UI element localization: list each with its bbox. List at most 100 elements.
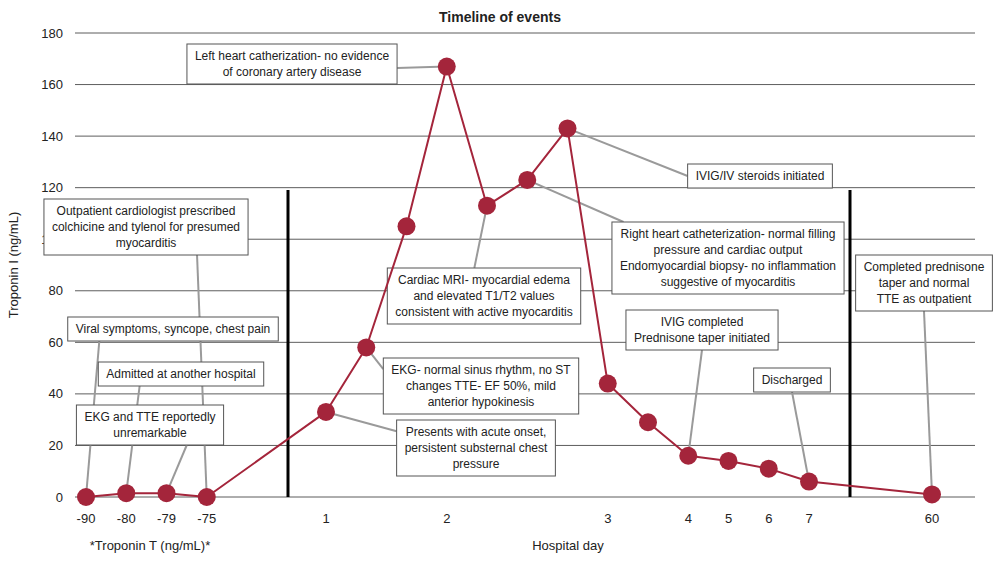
annotation-text: colchicine and tylenol for presumed [52,220,240,234]
separator [287,190,290,497]
annotation-text: IVIG/IV steroids initiated [696,169,825,183]
annotation: IVIG completedPrednisone taper initiated [626,310,778,350]
annotation-text: EKG- normal sinus rhythm, no ST [391,363,571,377]
annotation-box [387,268,580,324]
annotation-box [44,199,248,255]
data-point [559,119,577,137]
annotation: Presents with acute onset, persistent sub… [397,420,556,476]
y-tick-label: 20 [49,438,63,453]
annotation-text: suggestive of myocarditis [661,275,796,289]
annotation-text: Left heart catherization- no evidence [195,49,389,63]
annotation-box [754,368,831,392]
leader-line [792,392,809,482]
annotation-box [626,310,778,350]
annotation-box [612,222,844,294]
y-tick-label: 80 [49,283,63,298]
annotation-text: anterior hypokinesis [428,395,535,409]
annotation-box [397,420,556,476]
annotation: IVIG/IV steroids initiated [688,164,833,188]
annotation-text: of coronary artery disease [223,65,362,79]
x-tick-label: -80 [117,511,136,526]
annotation: Admitted at another hospital [98,362,263,386]
data-point [77,488,95,506]
annotation-box [68,317,279,341]
annotation-text: Completed prednisone [864,260,985,274]
annotation: Cardiac MRI- myocardial edema and elevate… [387,268,580,324]
x-axis-note: *Troponin T (ng/mL)* [90,538,210,553]
leader-line [527,180,623,222]
data-point [599,375,617,393]
y-tick-label: 0 [56,490,63,505]
data-point [438,58,456,76]
data-point [357,338,375,356]
leader-line [924,311,932,494]
annotation-text: consistent with active myocarditis [395,305,572,319]
annotation-text: Endomyocardial biopsy- no inflammation [620,259,836,273]
data-point [317,403,335,421]
data-point [478,197,496,215]
annotation-text: myocarditis [116,236,177,250]
annotation: Discharged [754,368,831,392]
x-tick-label: 7 [805,511,812,526]
y-tick-label: 60 [49,335,63,350]
x-tick-label: 6 [765,511,772,526]
annotation: EKG- normal sinus rhythm, no ST changes T… [383,358,578,414]
annotation: Outpatient cardiologist prescribed colchi… [44,199,248,255]
annotation-text: TTE as outpatient [877,292,972,306]
x-tick-label: -90 [77,511,96,526]
y-tick-label: 160 [41,77,63,92]
y-tick-label: 140 [41,129,63,144]
data-point [639,413,657,431]
data-point [117,484,135,502]
annotation-text: Presents with acute onset, [406,425,547,439]
annotation-text: and elevated T1/T2 values [413,289,554,303]
x-tick-label: -75 [197,511,216,526]
annotation-text: Outpatient cardiologist prescribed [57,204,236,218]
annotation-text: pressure and cardiac output [654,243,803,257]
leader-line [688,350,702,456]
annotation-box [76,405,223,445]
y-axis-title: Troponin I (ng/mL) [6,212,21,318]
annotation-text: EKG and TTE reportedly [84,410,215,424]
data-point [518,171,536,189]
annotation-text: IVIG completed [661,315,744,329]
annotation-text: Discharged [762,373,823,387]
annotation-box [856,255,993,311]
title: Timeline of events [439,9,561,25]
data-point [800,473,818,491]
annotation-text: Admitted at another hospital [106,367,255,381]
grid [75,33,975,497]
x-axis-title: Hospital day [532,538,604,553]
annotation-box [98,362,263,386]
x-tick-label: -79 [157,511,176,526]
annotations: Viral symptoms, syncope, chest pain Admit… [44,44,992,476]
data-point [720,452,738,470]
annotation-text: Viral symptoms, syncope, chest pain [76,322,271,336]
chart: Timeline of events0204060801001201401601… [0,0,1000,575]
annotation: EKG and TTE reportedly unremarkable [76,405,223,445]
data-point [198,488,216,506]
x-tick-label: 2 [443,511,450,526]
y-tick-label: 180 [41,26,63,41]
y-tick-label: 40 [49,386,63,401]
leader-line [568,128,688,176]
x-tick-label: 4 [685,511,692,526]
x-tick-label: 1 [322,511,329,526]
annotation: Completed prednisone taper and normal TTE … [856,255,993,311]
data-point [158,484,176,502]
annotation-text: Right heart catheterization- normal fill… [621,227,836,241]
data-point [679,447,697,465]
annotation-text: pressure [453,457,500,471]
annotation-text: unremarkable [113,426,187,440]
annotation-text: changes TTE- EF 50%, mild [406,379,556,393]
annotation-text: persistent substernal chest [405,441,548,455]
data-line [86,67,932,497]
annotation-text: taper and normal [879,276,970,290]
grid-line [75,136,975,137]
series [77,58,941,506]
annotation-box [187,44,397,84]
annotation: Left heart catherization- no evidence of … [187,44,397,84]
separator [849,190,852,497]
annotation-text: Cardiac MRI- myocardial edema [398,273,570,287]
leader-line [474,206,487,268]
